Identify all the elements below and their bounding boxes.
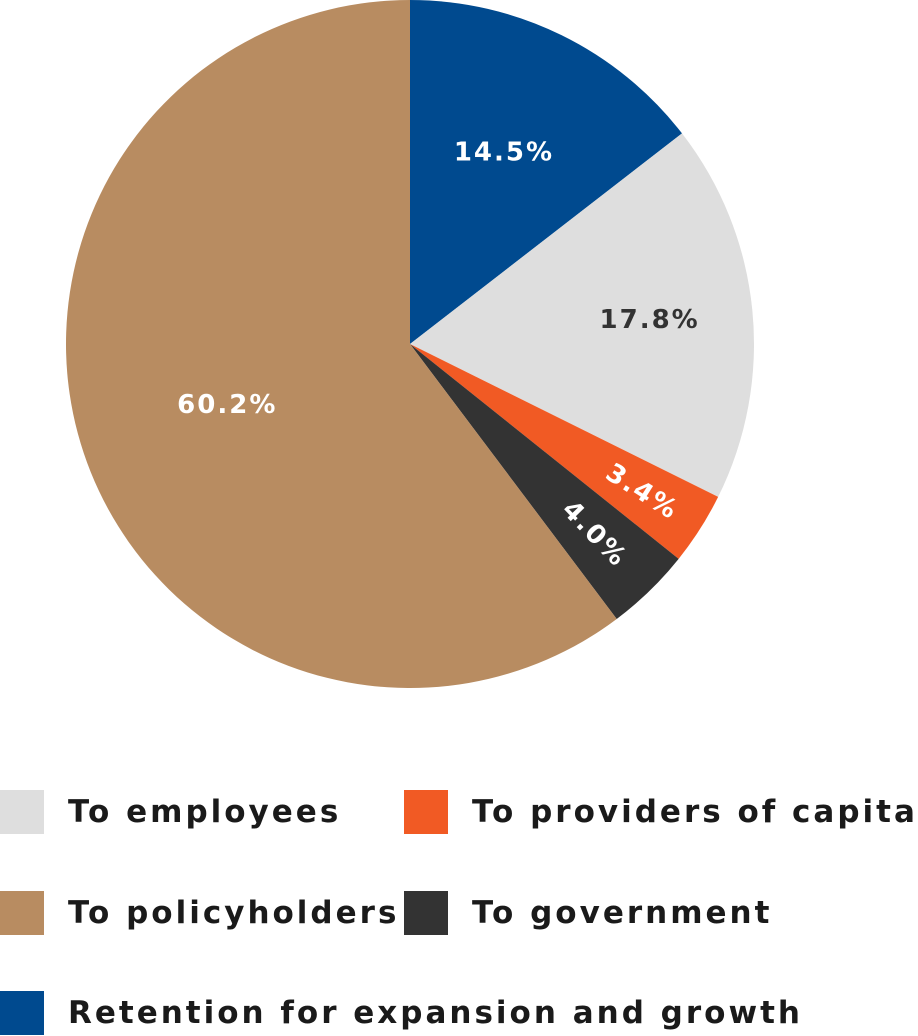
pie-slice-government bbox=[410, 344, 679, 619]
legend-swatch-employees bbox=[0, 790, 44, 834]
legend-item-employees: To employees bbox=[0, 790, 341, 834]
legend-swatch-retention bbox=[0, 991, 44, 1035]
pie-label-retention: 14.5% bbox=[454, 138, 554, 168]
legend-swatch-government bbox=[404, 891, 448, 935]
pie-slice-retention bbox=[410, 0, 683, 344]
legend-label-employees: To employees bbox=[68, 794, 342, 830]
pie-slice-capital bbox=[410, 344, 719, 559]
legend-item-government: To government bbox=[404, 891, 772, 935]
pie-slices bbox=[66, 0, 754, 688]
pie-label-employees: 17.8% bbox=[600, 305, 700, 335]
legend-swatch-policyholders bbox=[0, 891, 44, 935]
legend-label-policyholders: To policyholders bbox=[68, 895, 400, 931]
pie-slice-employees bbox=[410, 133, 754, 497]
legend-item-retention: Retention for expansion and growth bbox=[0, 991, 803, 1035]
legend-item-providers-of-capital: To providers of capital bbox=[404, 790, 918, 834]
legend-item-policyholders: To policyholders bbox=[0, 891, 399, 935]
legend-swatch-providers-of-capital bbox=[404, 790, 448, 834]
legend-label-retention: Retention for expansion and growth bbox=[68, 995, 803, 1031]
legend-label-government: To government bbox=[472, 895, 773, 931]
pie-slice-policyholders bbox=[66, 0, 617, 688]
pie-label-policyholders: 60.2% bbox=[177, 390, 277, 420]
pie-chart: 14.5%17.8%3.4%4.0%60.2% bbox=[66, 0, 754, 688]
legend-label-providers-of-capital: To providers of capital bbox=[472, 794, 918, 830]
